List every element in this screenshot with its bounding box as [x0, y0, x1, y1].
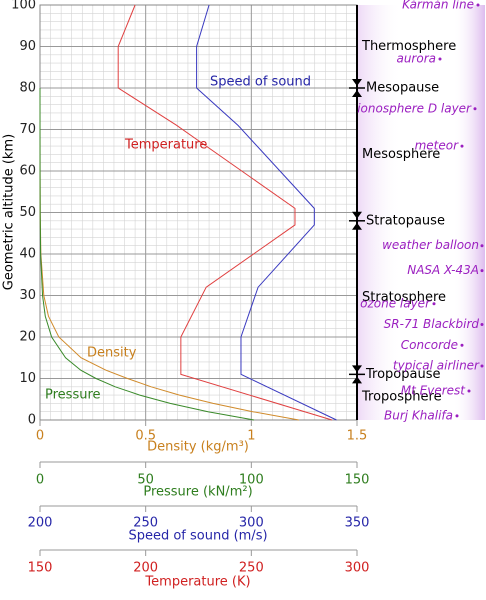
object-label: SR-71 Blackbird: [384, 317, 480, 331]
y-tick-label: 50: [19, 205, 36, 220]
object-label: ozone layer: [360, 296, 431, 310]
x-tick-label: 250: [133, 516, 158, 531]
x-tick-label: 200: [133, 561, 158, 576]
object-label: aurora: [396, 51, 436, 65]
object-marker: [480, 364, 484, 368]
object-marker: [455, 414, 459, 418]
layer-label: Stratosphere: [362, 290, 446, 305]
x-tick-label: 150: [345, 473, 370, 488]
series-line: [117, 4, 333, 421]
y-tick-label: 0: [28, 413, 36, 428]
object-marker: [432, 302, 436, 306]
series-label: Temperature: [124, 138, 207, 153]
series-line: [39, 87, 255, 421]
object-label: weather balloon: [382, 238, 479, 252]
object-marker: [476, 3, 480, 7]
object-marker: [480, 323, 484, 327]
x-axis-label: Pressure (kN/m²): [143, 485, 252, 500]
x-tick-label: 0: [36, 429, 44, 444]
y-axis-label: Geometric altitude (km): [2, 134, 17, 290]
x-tick-label: 0: [36, 473, 44, 488]
object-label: NASA X-43A: [407, 263, 479, 277]
y-tick-label: 10: [19, 371, 36, 386]
object-marker: [467, 389, 471, 393]
x-tick-label: 250: [239, 561, 264, 576]
y-tick-label: 40: [19, 247, 36, 262]
y-tick-label: 90: [19, 39, 36, 54]
object-label: Burj Khalifa: [384, 408, 453, 422]
series-label: Density: [87, 346, 137, 361]
y-tick-label: 80: [19, 81, 36, 96]
boundary-label: Tropopause: [365, 367, 440, 382]
x-tick-label: 300: [345, 561, 370, 576]
x-axis-label: Speed of sound (m/s): [128, 529, 267, 544]
x-tick-label: 100: [239, 473, 264, 488]
object-marker: [460, 144, 464, 148]
object-label: Concorde: [401, 338, 458, 352]
series-label: Speed of sound: [210, 75, 311, 90]
layer-label: Thermosphere: [361, 39, 456, 54]
object-label: Kármán line: [402, 0, 474, 12]
layer-label: Mesosphere: [362, 147, 440, 162]
x-tick-label: 200: [28, 516, 53, 531]
boundary-label: Stratopause: [366, 213, 445, 228]
object-label: Mt Everest: [401, 383, 467, 397]
region-background: [357, 5, 485, 420]
boundary-label: Mesopause: [366, 81, 439, 96]
y-tick-label: 30: [19, 288, 36, 303]
object-marker: [480, 244, 484, 248]
x-axis-label: Density (kg/m³): [147, 440, 249, 455]
x-tick-label: 300: [239, 516, 264, 531]
x-tick-label: 1.5: [347, 429, 368, 444]
y-tick-label: 20: [19, 330, 36, 345]
boundary-arrow: [352, 79, 362, 97]
x-tick-label: 0.5: [135, 429, 156, 444]
object-marker: [480, 269, 484, 273]
x-tick-label: 50: [137, 473, 154, 488]
x-tick-label: 350: [345, 516, 370, 531]
series-label: Pressure: [45, 388, 101, 403]
boundary-arrow: [352, 211, 362, 230]
x-tick-label: 150: [28, 561, 53, 576]
object-marker: [460, 343, 464, 347]
object-label: ionosphere D layer: [357, 101, 472, 115]
object-label: meteor: [415, 139, 460, 153]
object-label: typical airliner: [393, 359, 480, 373]
y-tick-label: 70: [19, 122, 36, 137]
object-marker: [438, 57, 442, 61]
boundary-arrow: [352, 365, 362, 384]
layer-label: Troposphere: [361, 390, 442, 405]
y-tick-label: 100: [11, 0, 36, 13]
series-line: [196, 4, 337, 421]
object-marker: [473, 107, 477, 111]
x-tick-label: 1: [247, 429, 255, 444]
x-axis-label: Temperature (K): [144, 575, 250, 590]
y-tick-label: 60: [19, 164, 36, 179]
